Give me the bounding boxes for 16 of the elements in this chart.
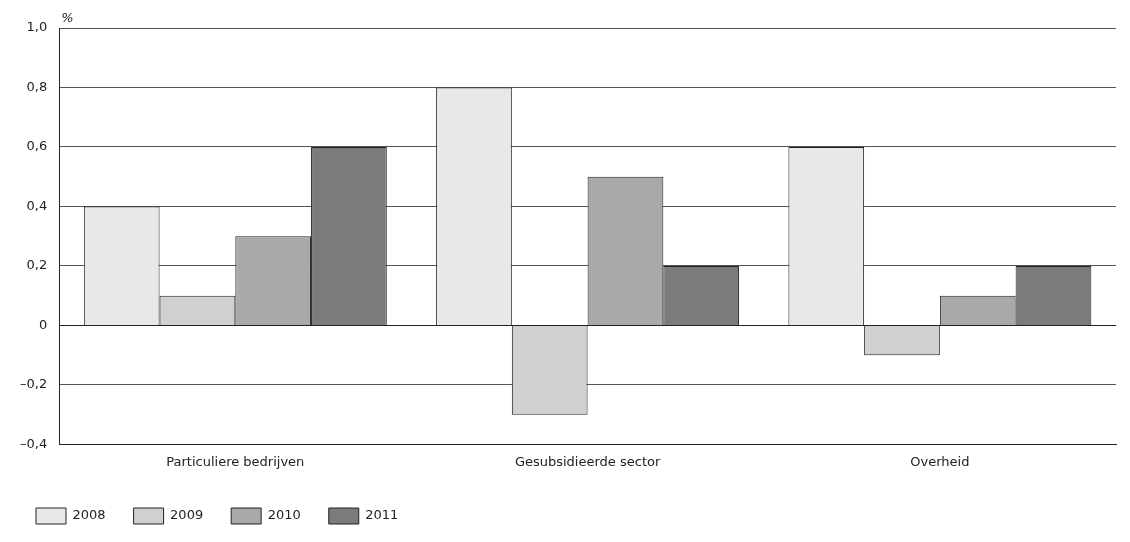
y-axis-title: % bbox=[61, 9, 74, 25]
legend-label: 2010 bbox=[267, 507, 301, 523]
y-tick-label: 0,2 bbox=[26, 257, 48, 273]
y-tick-label: –0,2 bbox=[19, 376, 48, 392]
y-tick-label: 0,6 bbox=[26, 138, 48, 154]
y-tick-label: 0 bbox=[38, 316, 48, 332]
x-tick-label: Gesubsidieerde sector bbox=[514, 453, 661, 469]
x-tick-label: Overheid bbox=[910, 453, 970, 469]
legend-label: 2009 bbox=[170, 507, 204, 523]
x-tick-label: Particuliere bedrijven bbox=[166, 453, 305, 469]
y-tick-label: 0,8 bbox=[26, 78, 48, 94]
y-tick-label: 1,0 bbox=[26, 19, 48, 35]
y-tick-label: –0,4 bbox=[19, 435, 48, 451]
legend-label: 2008 bbox=[72, 507, 106, 523]
legend-label: 2011 bbox=[365, 507, 399, 523]
y-tick-label: 0,4 bbox=[26, 197, 48, 213]
